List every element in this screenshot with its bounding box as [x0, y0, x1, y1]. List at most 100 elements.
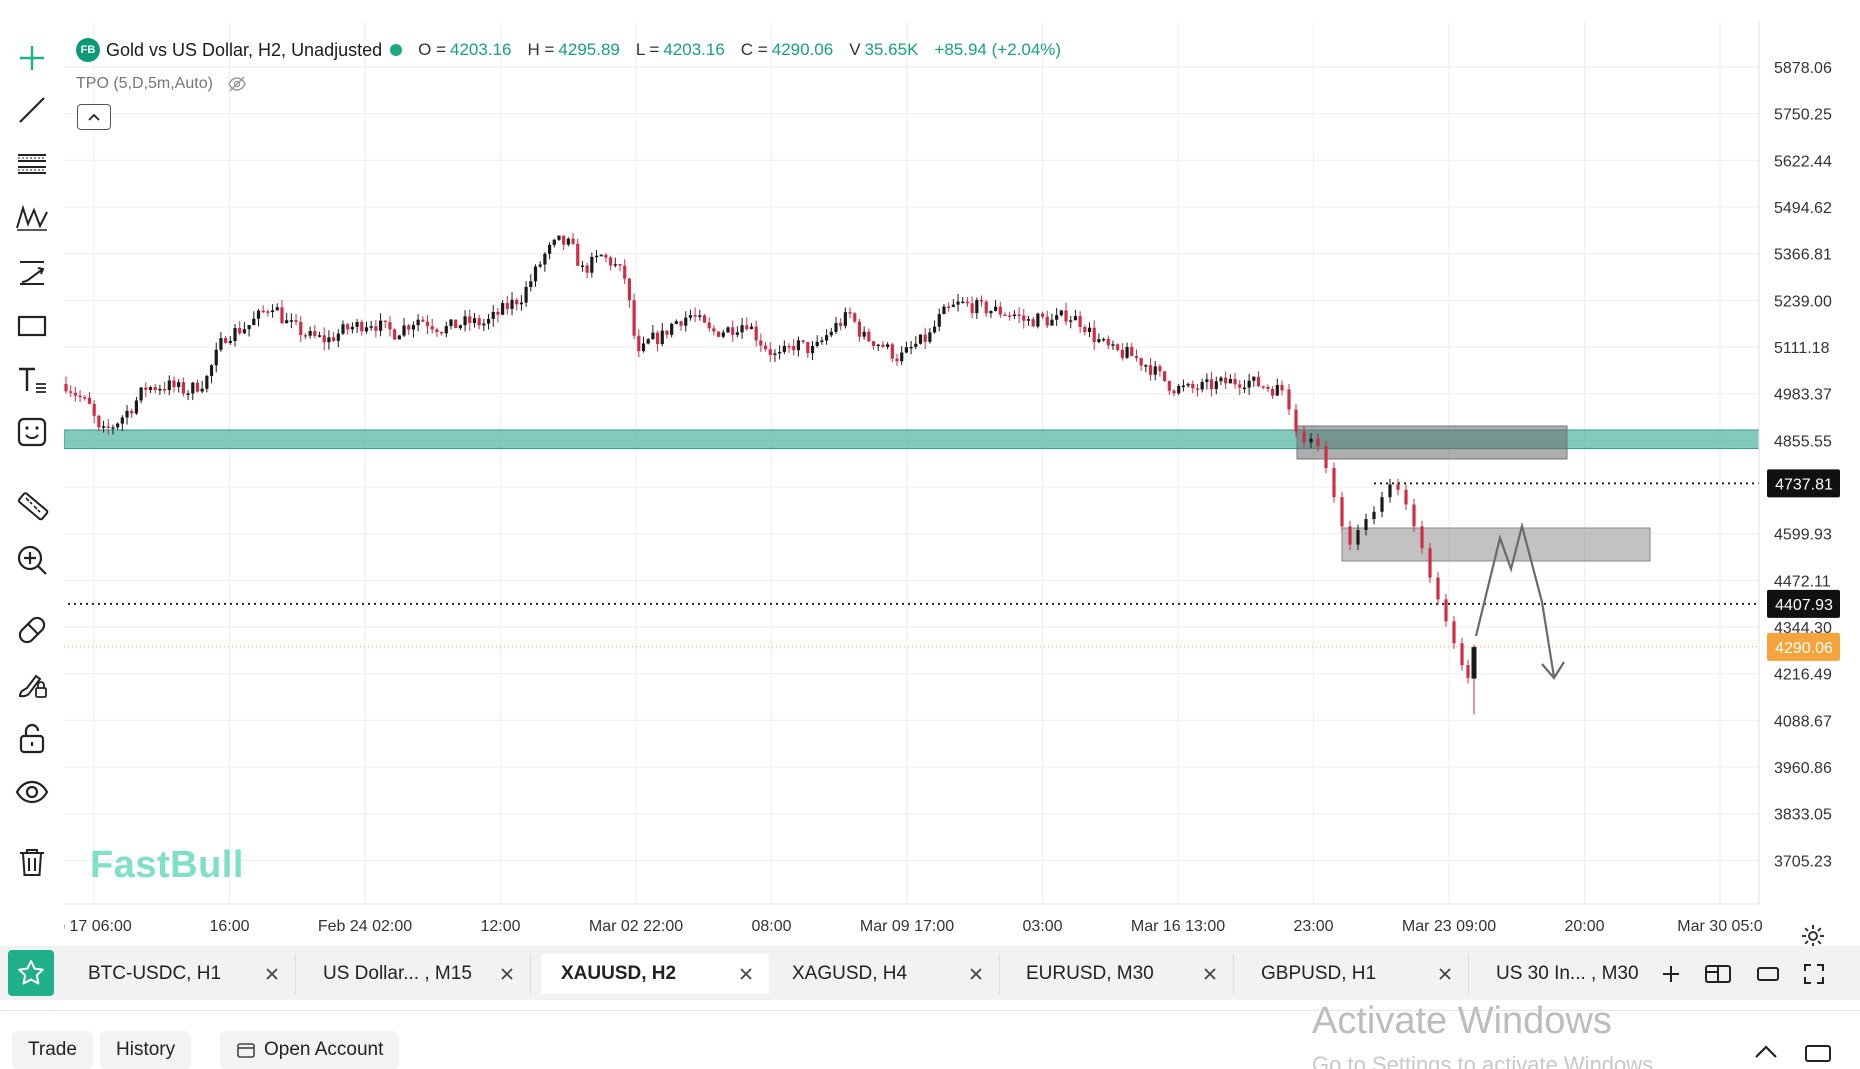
price-tick-label: 4216.49	[1774, 667, 1832, 684]
fastbull-watermark: FastBull	[90, 844, 244, 886]
candle-body	[702, 315, 707, 323]
tab-btc-usdc[interactable]: BTC-USDC, H1	[68, 954, 296, 994]
panel-icon[interactable]	[1804, 1043, 1832, 1063]
candle-body	[665, 330, 669, 335]
candle-body	[364, 327, 369, 332]
candle-body	[228, 340, 232, 343]
tab-xagusd[interactable]: XAGUSD, H4	[772, 954, 1000, 994]
delete-tool[interactable]	[10, 840, 54, 884]
ruler-tool[interactable]	[10, 484, 54, 528]
candle-body	[1073, 316, 1078, 321]
candle-body	[1219, 377, 1223, 382]
candle-body	[918, 334, 923, 344]
close-icon[interactable]	[496, 963, 518, 985]
price-tags: 4737.81 4407.93 4290.06	[1767, 469, 1840, 661]
collapse-legend-button[interactable]	[77, 104, 111, 130]
candle-body	[97, 415, 101, 428]
candle-body	[313, 331, 317, 336]
fib-tool[interactable]	[10, 142, 54, 186]
candle-body	[618, 264, 622, 266]
tab-xauusd[interactable]: XAUUSD, H2	[541, 954, 769, 994]
candle-body	[1055, 315, 1059, 320]
candle-body	[1003, 314, 1007, 317]
close-icon[interactable]	[735, 963, 757, 985]
lock-drawing-tool[interactable]	[10, 662, 54, 706]
fullscreen-button[interactable]	[1798, 958, 1830, 990]
candle-body	[1428, 548, 1432, 578]
text-tool[interactable]	[10, 358, 54, 402]
chart-settings-icon[interactable]	[1799, 922, 1827, 950]
candle-body	[886, 344, 890, 347]
tab-label: BTC-USDC, H1	[88, 963, 222, 984]
candle-body	[651, 332, 655, 340]
candle-body	[205, 375, 209, 389]
candle-body	[1045, 316, 1049, 326]
tab-gbpusd[interactable]: GBPUSD, H1	[1241, 954, 1469, 994]
candle-body	[101, 426, 106, 428]
symbol-title[interactable]: Gold vs US Dollar, H2, Unadjusted	[106, 39, 383, 60]
candle-body	[299, 321, 303, 336]
tab-eurusd[interactable]: EURUSD, M30	[1006, 954, 1234, 994]
candle-body	[932, 326, 937, 333]
candle-body	[1031, 319, 1035, 327]
magnet-tool[interactable]	[10, 608, 54, 652]
candle-body	[308, 331, 312, 336]
candle-body	[890, 344, 894, 359]
candle-body	[562, 235, 566, 245]
candle-body	[148, 386, 153, 390]
candle-body	[73, 392, 77, 396]
candle-body	[740, 325, 744, 333]
zoom-in-tool[interactable]	[10, 538, 54, 582]
visibility-tool[interactable]	[10, 770, 54, 814]
trend-line-tool[interactable]	[10, 88, 54, 132]
line-icon	[19, 97, 45, 123]
time-tick-label: Mar 09 17:00	[860, 918, 954, 935]
favorites-button[interactable]	[8, 950, 54, 996]
close-icon[interactable]	[261, 963, 283, 985]
time-tick-label: 03:00	[1022, 918, 1062, 935]
candle-body	[876, 344, 880, 347]
candle-body	[1266, 386, 1270, 389]
candle-body	[1404, 489, 1408, 505]
emoji-tool[interactable]	[10, 410, 54, 454]
trade-tab[interactable]: Trade	[12, 1031, 93, 1069]
layout-button[interactable]	[1702, 958, 1734, 990]
indicator-label[interactable]: TPO (5,D,5m,Auto)	[76, 75, 213, 92]
rectangle-tool[interactable]	[10, 304, 54, 348]
window-button[interactable]	[1752, 958, 1784, 990]
eye-off-icon[interactable]	[227, 74, 247, 94]
candle-body	[623, 265, 627, 279]
candle-body	[763, 345, 768, 350]
candle-body	[787, 345, 791, 348]
candle-body	[1294, 409, 1298, 432]
candle-body	[294, 320, 298, 322]
pattern-tool[interactable]	[10, 196, 54, 240]
zigzag-icon	[16, 204, 48, 231]
close-icon[interactable]	[1434, 963, 1456, 985]
history-tab[interactable]: History	[100, 1031, 192, 1069]
candle-body	[322, 335, 326, 343]
volume-value: 35.65K	[864, 40, 919, 59]
candle-body	[707, 322, 711, 329]
close-value: 4290.06	[771, 40, 834, 59]
price-tag-label: 4737.81	[1775, 476, 1833, 493]
price-tick-label: 5494.62	[1774, 200, 1832, 217]
tab-us-dollar[interactable]: US Dollar... , M15	[303, 954, 531, 994]
tab-us30[interactable]: US 30 In... , M30	[1476, 954, 1646, 994]
open-account-button[interactable]: Open Account	[220, 1031, 400, 1069]
candle-body	[111, 427, 115, 429]
crosshair-tool[interactable]	[10, 36, 54, 80]
candle-body	[172, 380, 176, 387]
chevron-up-icon[interactable]	[1752, 1043, 1780, 1061]
price-change: +85.94 (+2.04%)	[934, 40, 1062, 59]
price-chart[interactable]: 5878.06 5750.25 5622.44 5494.62 5366.81 5239.…	[64, 22, 1860, 947]
candle-body	[1177, 385, 1181, 394]
candle-body	[317, 335, 322, 337]
candle-body	[468, 316, 472, 324]
close-icon[interactable]	[965, 963, 987, 985]
lock-tool[interactable]	[10, 716, 54, 760]
close-icon[interactable]	[1199, 963, 1221, 985]
add-tab-button[interactable]	[1655, 958, 1687, 990]
chart-area[interactable]: 5878.06 5750.25 5622.44 5494.62 5366.81 5239.…	[64, 22, 1860, 947]
projection-tool[interactable]	[10, 250, 54, 294]
